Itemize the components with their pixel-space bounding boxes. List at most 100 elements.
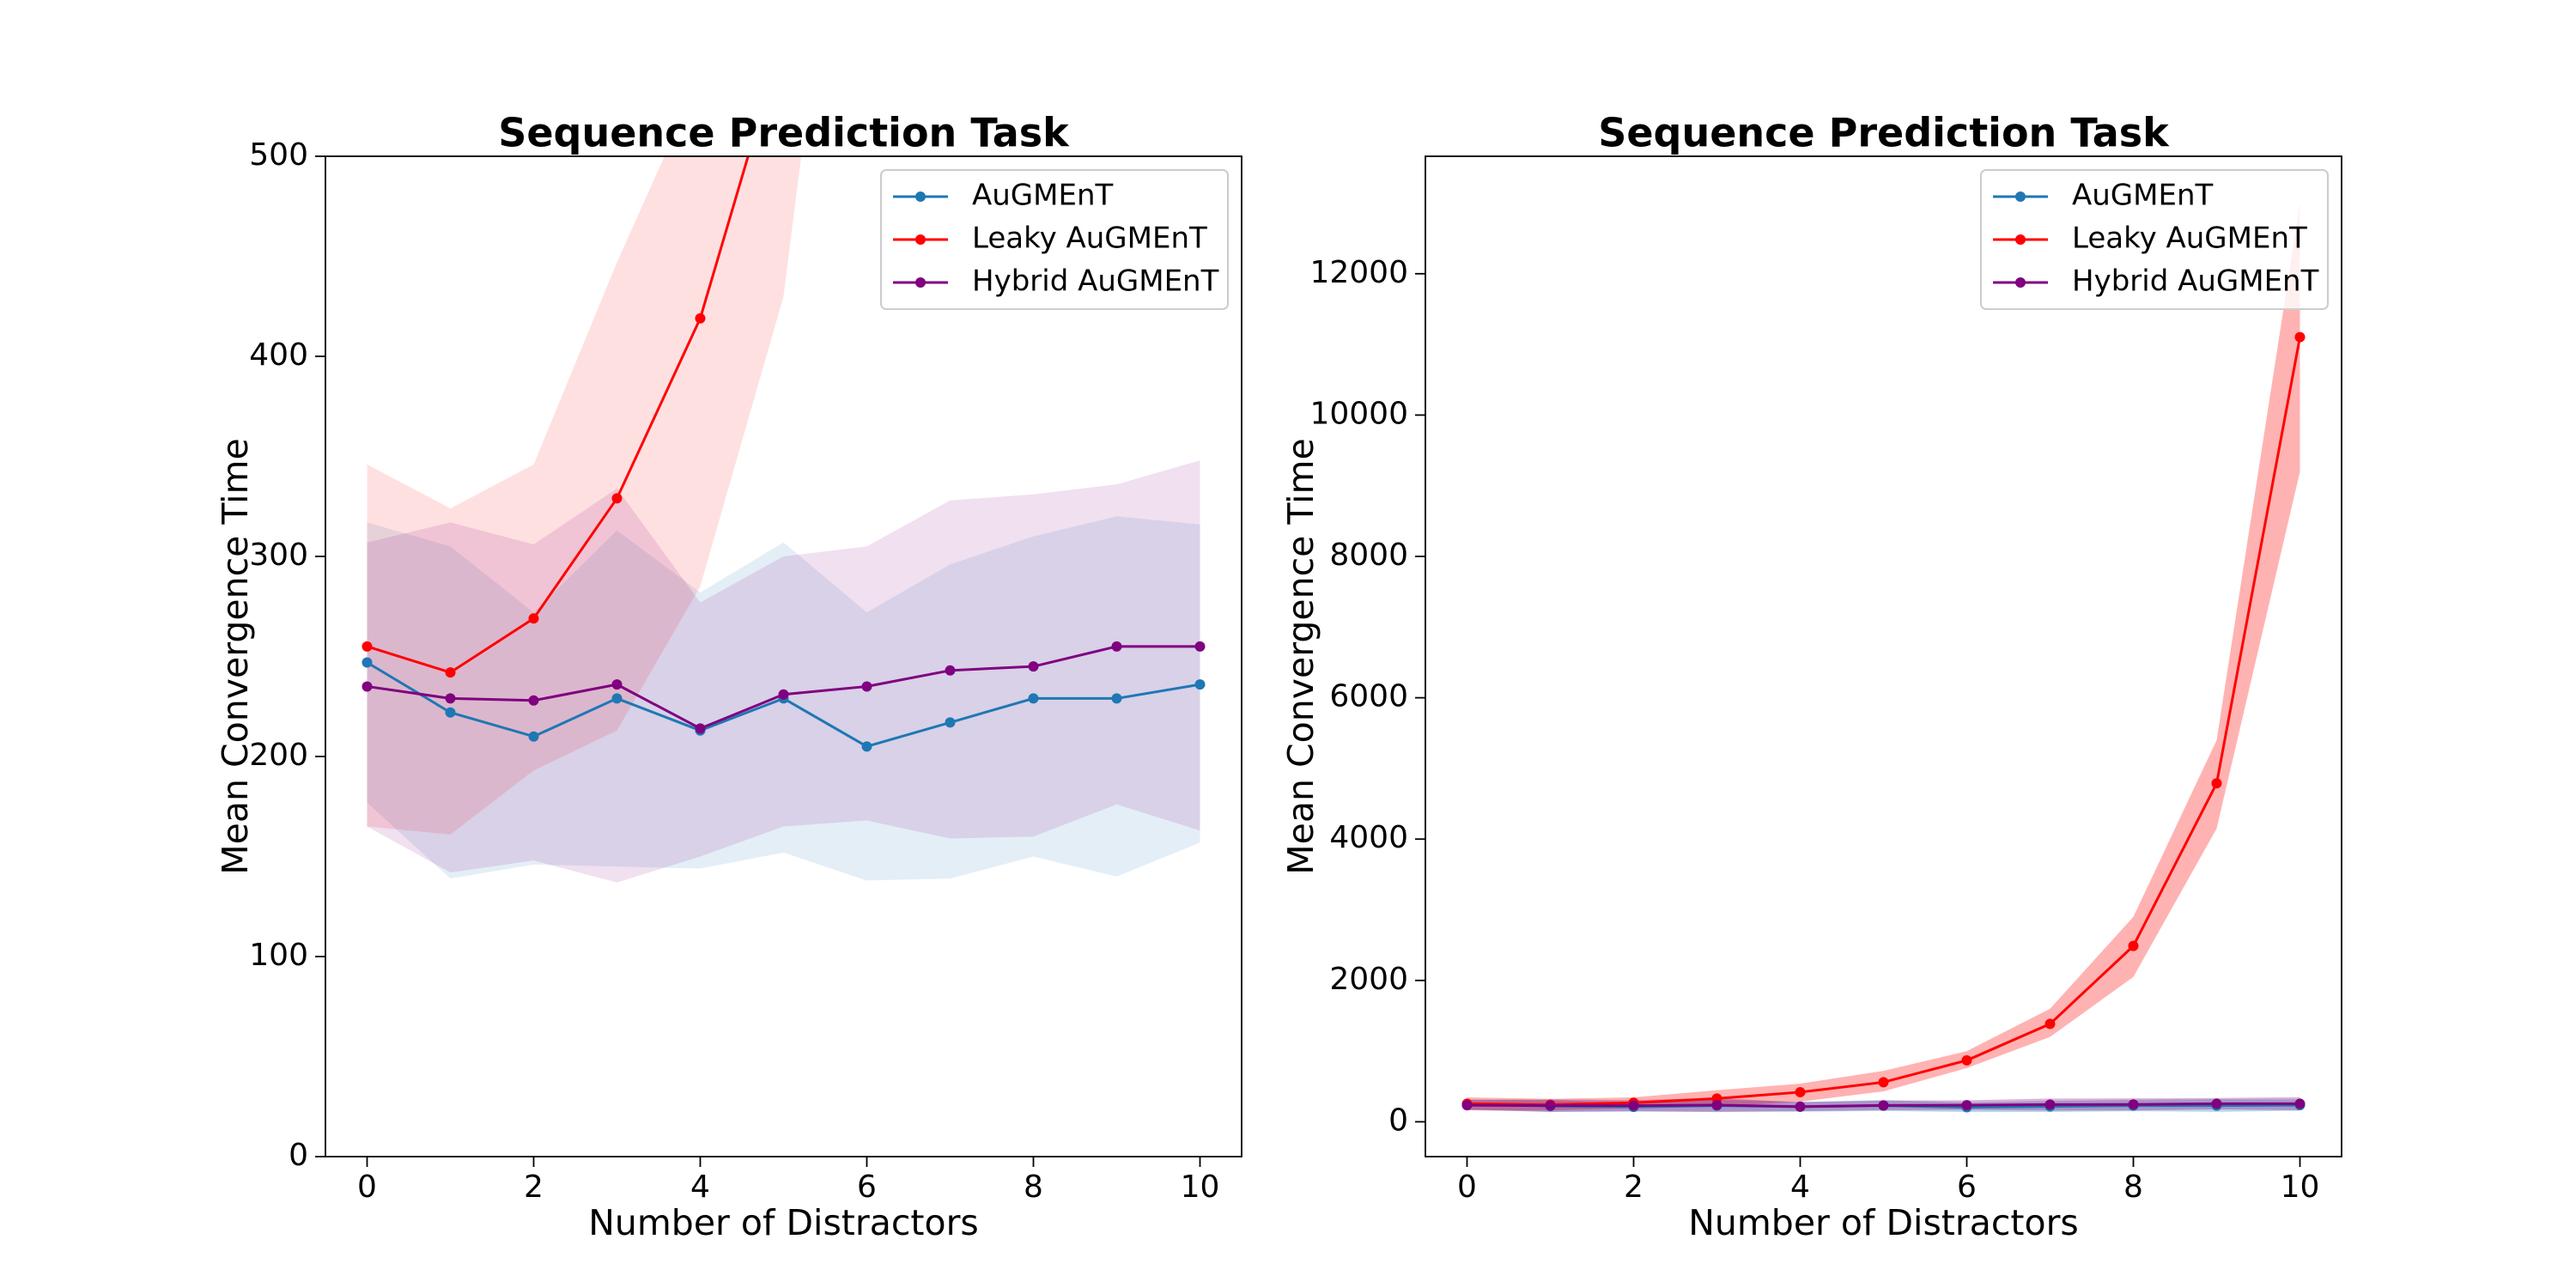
- x-tick-label: 10: [1181, 1170, 1220, 1205]
- plot-area: [361, 31, 1206, 883]
- legend-marker: [915, 234, 926, 245]
- data-point: [2211, 1098, 2222, 1109]
- data-point: [361, 657, 373, 668]
- data-point: [445, 707, 456, 718]
- data-point: [611, 493, 623, 504]
- data-point: [945, 665, 956, 676]
- data-point: [2044, 1018, 2056, 1030]
- data-point: [2128, 940, 2139, 951]
- y-tick-label: 10000: [1309, 396, 1408, 431]
- legend: AuGMEnT Leaky AuGMEnT Hybrid AuGMEnT: [880, 169, 1229, 310]
- data-point: [861, 741, 872, 752]
- axes-frame: [1425, 155, 2342, 1157]
- data-point: [1711, 1100, 1722, 1111]
- y-tick-label: 12000: [1309, 255, 1408, 290]
- data-point: [1878, 1077, 1889, 1088]
- axes-frame: [325, 155, 1242, 1157]
- data-point: [695, 723, 706, 734]
- data-point: [861, 681, 872, 692]
- y-tick-label: 0: [289, 1138, 308, 1173]
- data-point: [1545, 1100, 1556, 1111]
- data-point: [2044, 1099, 2056, 1110]
- data-point: [1461, 1100, 1473, 1111]
- x-tick-label: 8: [2123, 1170, 2143, 1205]
- legend-frame: [880, 169, 1229, 310]
- x-tick-label: 6: [1957, 1170, 1977, 1205]
- x-tick-label: 8: [1024, 1170, 1043, 1205]
- data-point: [1194, 679, 1206, 690]
- legend: AuGMEnT Leaky AuGMEnT Hybrid AuGMEnT: [1980, 169, 2329, 310]
- data-point: [361, 641, 373, 652]
- data-point: [2294, 331, 2306, 343]
- y-tick-label: 8000: [1329, 538, 1408, 573]
- legend-label: Leaky AuGMEnT: [972, 222, 1207, 256]
- data-point: [445, 693, 456, 704]
- data-point: [779, 31, 789, 41]
- data-point: [1795, 1086, 1806, 1097]
- data-point: [1628, 1100, 1639, 1111]
- chart-title: Sequence Prediction Task: [1598, 110, 2170, 156]
- data-point: [1795, 1101, 1806, 1112]
- data-point: [1961, 1100, 1972, 1111]
- confidence-band: [1467, 203, 2300, 1111]
- x-tick-label: 2: [1624, 1170, 1643, 1205]
- x-axis-label: Number of Distractors: [1688, 1202, 2079, 1243]
- data-point: [1194, 641, 1206, 652]
- x-tick-label: 0: [357, 1170, 377, 1205]
- data-point: [528, 731, 539, 742]
- legend-marker: [2015, 191, 2026, 202]
- y-tick-label: 6000: [1329, 679, 1408, 714]
- x-tick-label: 0: [1457, 1170, 1477, 1205]
- data-point: [2294, 1098, 2306, 1109]
- legend-frame: [1980, 169, 2329, 310]
- legend-marker: [915, 277, 926, 288]
- legend-marker: [2015, 277, 2026, 288]
- data-point: [611, 679, 623, 690]
- data-point: [361, 681, 373, 692]
- y-tick-label: 400: [249, 337, 308, 373]
- y-axis-label: Mean Convergence Time: [1280, 438, 1321, 874]
- y-tick-label: 4000: [1329, 820, 1408, 855]
- legend-label: Leaky AuGMEnT: [2072, 222, 2307, 256]
- data-point: [528, 695, 539, 706]
- y-axis-label: Mean Convergence Time: [215, 438, 256, 874]
- y-tick-label: 2000: [1329, 962, 1408, 997]
- y-tick-label: 0: [1388, 1103, 1408, 1138]
- x-tick-label: 6: [857, 1170, 877, 1205]
- data-point: [611, 693, 623, 704]
- series-line: [1467, 337, 2301, 1107]
- y-tick-label: 300: [249, 538, 308, 573]
- data-point: [1111, 693, 1122, 704]
- legend-label: AuGMEnT: [972, 179, 1114, 213]
- data-point: [778, 689, 789, 700]
- data-point: [528, 613, 539, 624]
- legend-label: AuGMEnT: [2072, 179, 2214, 213]
- data-point: [1028, 661, 1039, 672]
- data-point: [945, 717, 956, 728]
- data-point: [1961, 1054, 1972, 1066]
- data-point: [2211, 778, 2222, 789]
- data-point: [445, 667, 456, 678]
- x-tick-label: 4: [690, 1170, 710, 1205]
- data-point: [1028, 693, 1039, 704]
- series-line: [367, 156, 750, 674]
- chart: 0 2 4 6 8 10 0 2000 4000 6000 8000 10000 12000 Sequen…: [1280, 110, 2342, 1243]
- legend-marker: [915, 191, 926, 202]
- plot-area: [1461, 203, 2306, 1113]
- x-tick-label: 10: [2281, 1170, 2320, 1205]
- data-point: [695, 313, 706, 324]
- legend-marker: [2015, 234, 2026, 245]
- confidence-band: [367, 156, 802, 835]
- data-point: [1878, 1100, 1889, 1111]
- legend-label: Hybrid AuGMEnT: [972, 264, 1219, 299]
- chart-title: Sequence Prediction Task: [498, 110, 1070, 156]
- x-tick-label: 2: [524, 1170, 544, 1205]
- confidence-band: [367, 460, 1200, 883]
- y-tick-label: 200: [249, 738, 308, 773]
- data-point: [1111, 641, 1122, 652]
- x-axis-label: Number of Distractors: [588, 1202, 979, 1243]
- x-tick-label: 4: [1790, 1170, 1810, 1205]
- y-tick-label: 100: [249, 938, 308, 973]
